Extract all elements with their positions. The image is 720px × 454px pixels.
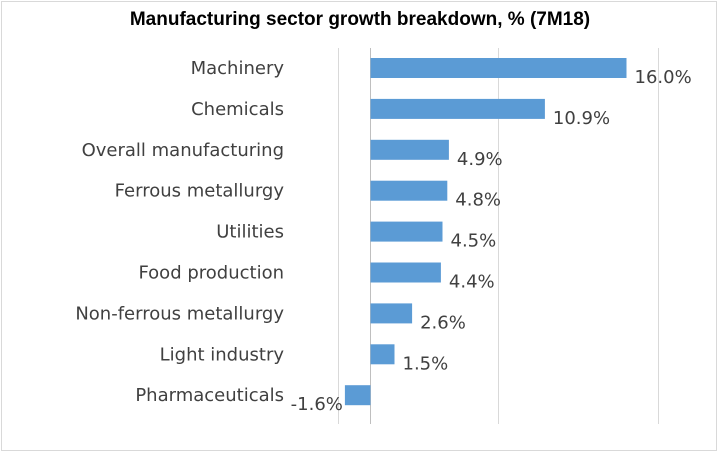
bar-6 — [370, 303, 413, 324]
bar-8 — [344, 385, 371, 406]
bar-3 — [370, 180, 448, 201]
bar-4 — [370, 221, 443, 242]
data-label-4: 4.5% — [451, 231, 497, 252]
data-label-6: 2.6% — [420, 312, 466, 333]
data-label-7: 1.5% — [403, 353, 449, 374]
chart-title: Manufacturing sector growth breakdown, %… — [129, 9, 591, 30]
data-label-3: 4.8% — [455, 190, 501, 211]
category-label-4: Utilities — [216, 222, 284, 243]
category-label-3: Ferrous metallurgy — [115, 181, 285, 202]
category-label-8: Pharmaceuticals — [135, 385, 284, 406]
bar-2 — [370, 139, 449, 160]
data-label-8: -1.6% — [291, 394, 343, 415]
bar-1 — [370, 98, 545, 119]
data-label-0: 16.0% — [635, 67, 692, 88]
category-label-7: Light industry — [160, 344, 285, 365]
bar-0 — [370, 58, 627, 78]
data-label-1: 10.9% — [553, 108, 610, 129]
data-label-5: 4.4% — [449, 272, 495, 293]
category-label-0: Machinery — [191, 58, 285, 79]
bar-7 — [370, 344, 395, 365]
data-label-2: 4.9% — [457, 149, 503, 170]
category-label-5: Food production — [138, 263, 284, 284]
bar-5 — [370, 262, 441, 283]
category-label-6: Non-ferrous metallurgy — [75, 303, 284, 324]
category-label-1: Chemicals — [191, 99, 284, 120]
category-label-2: Overall manufacturing — [82, 140, 284, 161]
